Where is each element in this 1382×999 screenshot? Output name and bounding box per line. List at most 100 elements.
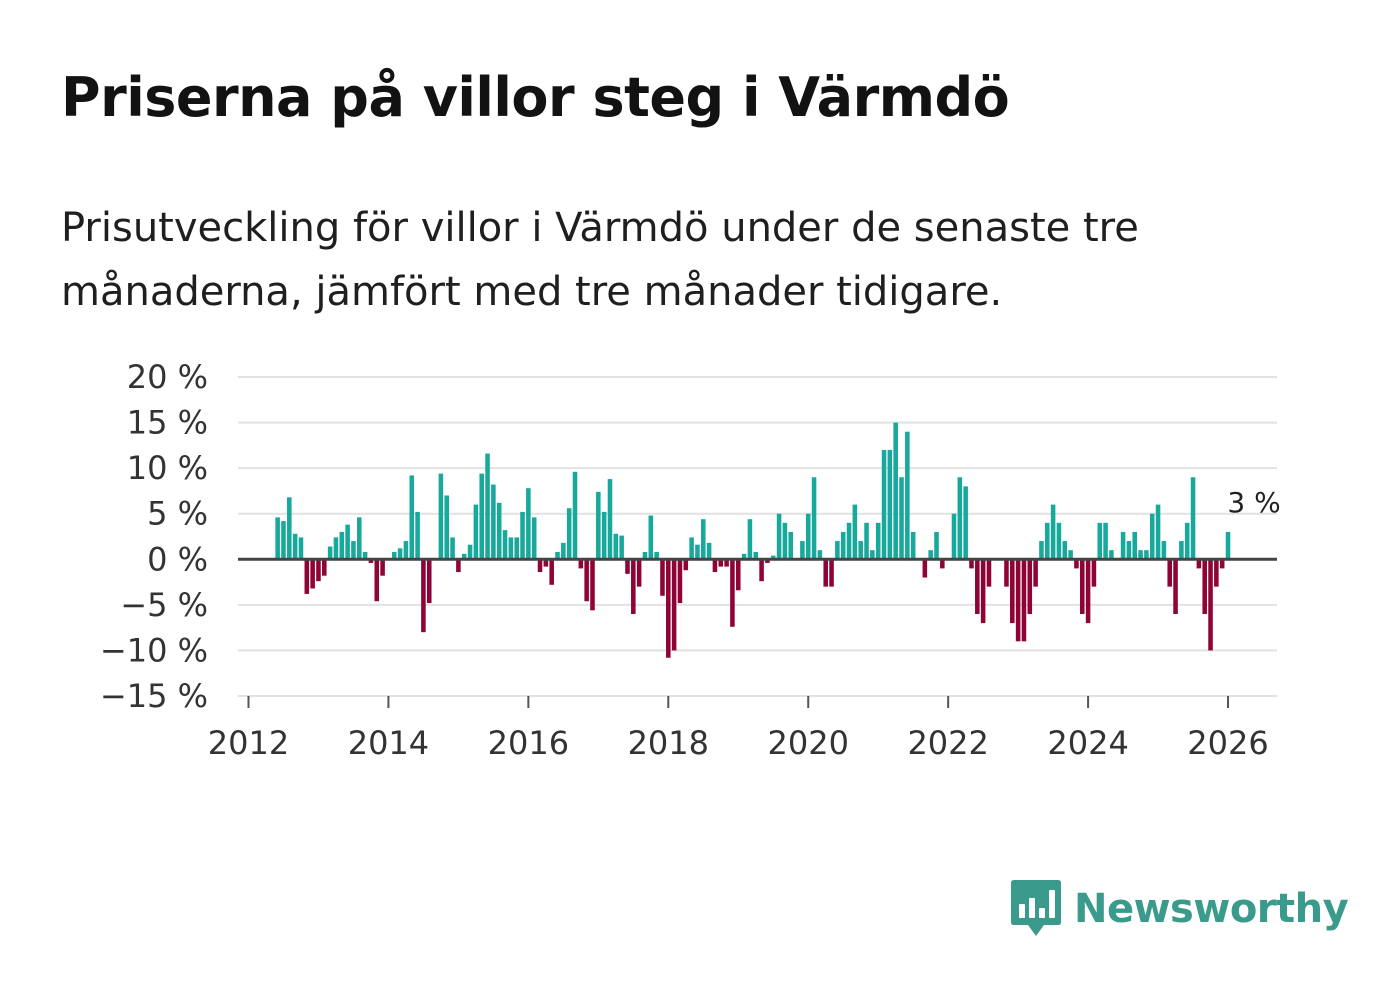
bar [1214,559,1219,587]
bar [1109,550,1114,560]
bar [858,541,863,560]
bar [357,517,362,560]
bar [1225,531,1231,560]
bar [1091,559,1097,587]
bar [1161,541,1167,560]
x-tick-label: 2020 [768,724,849,762]
bar [514,537,519,560]
bar [730,559,735,627]
bar [922,559,928,578]
bar [444,495,450,560]
bar [292,533,298,560]
bar [881,449,887,560]
bar [537,559,543,573]
bar [1103,522,1108,560]
bar [1010,559,1015,624]
bar [852,504,858,560]
bar [805,513,811,560]
bar [543,559,549,567]
bar [450,537,455,560]
bar [1219,559,1225,569]
x-tick-label: 2012 [208,724,289,762]
bar [391,551,397,560]
bar [1015,559,1021,642]
bar [1126,541,1132,560]
bar [712,559,718,573]
bar [578,559,584,569]
bar-series [275,422,1231,658]
bar [415,511,420,560]
bar [654,551,659,560]
y-tick-label: 10 % [127,449,208,487]
bar [631,559,636,614]
bar [893,422,898,560]
bar [840,531,846,560]
bar [1027,559,1033,614]
y-tick-label: −10 % [100,631,208,669]
bar [963,486,968,560]
bar [438,473,444,560]
x-tick-label: 2026 [1187,724,1268,762]
bar [555,551,560,560]
bar [1120,531,1126,560]
bar [800,541,805,560]
bar [1039,541,1044,560]
y-tick-label: 20 % [127,358,208,396]
bar [1033,559,1038,587]
bar [275,517,280,560]
bar [1056,522,1062,560]
bar [870,550,875,560]
bar [683,559,689,571]
y-tick-label: −5 % [120,586,208,624]
bar [298,537,304,560]
bar [1097,522,1103,560]
bar [695,544,700,560]
bar [1045,522,1050,560]
bar [491,484,496,560]
x-tick-label: 2014 [348,724,429,762]
newsworthy-logo-icon [1011,880,1061,936]
bar [765,559,770,563]
bar [910,531,916,560]
bar [928,550,933,560]
bar [782,522,788,560]
bar [636,559,642,587]
bar [735,559,741,591]
bar [409,475,415,560]
bar [671,559,677,651]
bar [770,555,776,560]
bar [601,511,607,560]
bar [1021,559,1027,642]
bar [619,535,624,560]
brand-name: Newsworthy [1074,886,1349,932]
bar [1138,550,1143,560]
bar [899,477,904,560]
x-tick-label: 2018 [628,724,709,762]
bar [561,542,566,560]
bar [846,522,852,560]
bar [473,504,479,560]
annotations: 3 % [1227,486,1280,519]
bar [345,524,350,560]
bar [788,531,794,560]
bar [660,559,665,596]
bar [829,559,834,587]
newsworthy-brand[interactable]: Newsworthy [1010,878,1349,940]
bar [613,533,619,560]
bar [485,453,490,560]
bar [1132,531,1138,560]
bar [969,559,974,569]
bar [549,559,554,585]
bar [281,521,286,560]
bar [689,537,694,560]
bar [397,548,403,560]
bar [1190,477,1196,560]
bar [1179,541,1184,560]
bar [502,530,508,560]
chart-title: Priserna på villor steg i Värmdö [61,66,1010,129]
bar [701,519,706,560]
y-tick-label: 15 % [127,404,208,442]
y-tick-label: −15 % [100,677,208,715]
bar [864,522,869,560]
bar [811,477,817,560]
